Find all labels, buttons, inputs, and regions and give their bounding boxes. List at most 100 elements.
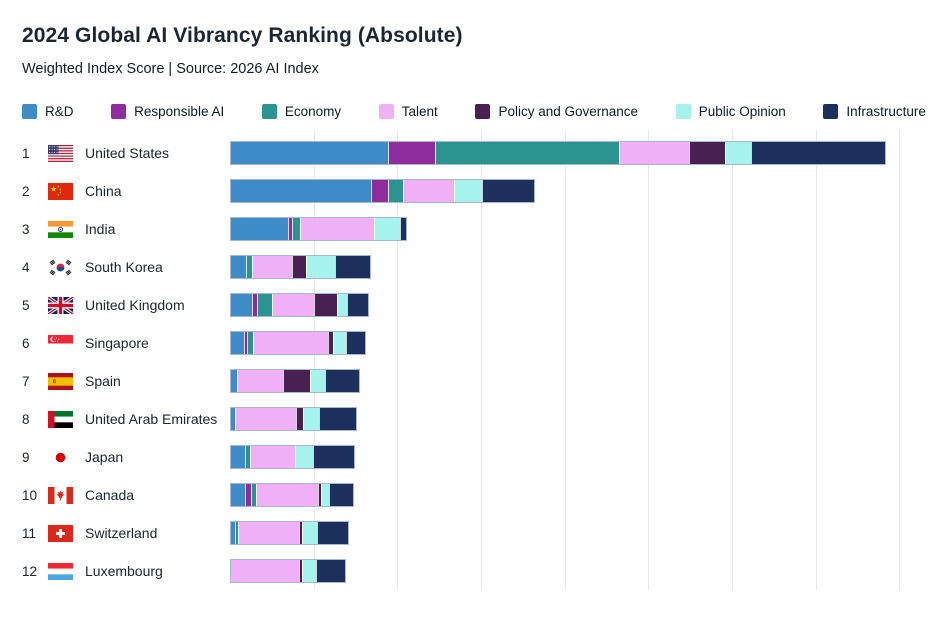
bar-segment-infra[interactable] — [312, 446, 355, 468]
bar-segment-rd[interactable] — [231, 218, 289, 240]
bar-segment-infra[interactable] — [750, 142, 885, 164]
bar-segment-rd[interactable] — [231, 446, 246, 468]
bar-segment-econ[interactable] — [250, 484, 256, 506]
bar-segment-pubop[interactable] — [373, 218, 401, 240]
bar-segment-talent[interactable] — [618, 142, 690, 164]
bar-segment-rd[interactable] — [231, 256, 247, 278]
bar-segment-pubop[interactable] — [301, 560, 317, 582]
bar-segment-policy[interactable] — [327, 332, 333, 354]
bar-segment-rd[interactable] — [231, 484, 246, 506]
legend-label: Policy and Governance — [498, 104, 639, 119]
bar-segment-talent[interactable] — [250, 446, 296, 468]
sg-flag-icon — [48, 334, 73, 352]
bar-segment-rd[interactable] — [231, 522, 235, 544]
bar-segment-rd[interactable] — [231, 408, 235, 430]
legend-item-econ[interactable]: Economy — [261, 104, 341, 119]
bar-segment-econ[interactable] — [292, 218, 300, 240]
bar-segment-econ[interactable] — [246, 256, 252, 278]
bar-segment-pubop[interactable] — [453, 180, 482, 202]
legend-swatch-icon — [378, 104, 394, 119]
legend-item-pubop[interactable]: Public Opinion — [675, 104, 786, 119]
chart-row: 3 India — [22, 210, 926, 248]
bar-segment-rd[interactable] — [231, 294, 252, 316]
stacked-bar — [230, 255, 372, 279]
legend-swatch-icon — [22, 104, 37, 119]
chart-title: 2024 Global AI Vibrancy Ranking (Absolut… — [22, 24, 463, 47]
chart-area: 1 United States 2 ★ ★ ★ ★ ★ China 3 India 4 South Ko… — [22, 130, 926, 590]
bar-segment-policy[interactable] — [291, 256, 307, 278]
bar-segment-pubop[interactable] — [306, 256, 336, 278]
bar-segment-infra[interactable] — [481, 180, 535, 202]
bar-segment-policy[interactable] — [317, 484, 322, 506]
bar-segment-rd[interactable] — [231, 142, 388, 164]
bar-track — [230, 293, 946, 317]
bar-segment-infra[interactable] — [316, 522, 348, 544]
bar-segment-econ[interactable] — [435, 142, 619, 164]
legend-item-infra[interactable]: Infrastructure — [823, 104, 926, 119]
bar-segment-infra[interactable] — [400, 218, 407, 240]
bar-track — [230, 445, 946, 469]
bar-segment-talent[interactable] — [237, 522, 300, 544]
bar-segment-pubop[interactable] — [295, 446, 313, 468]
bar-segment-talent[interactable] — [251, 256, 292, 278]
bar-segment-policy[interactable] — [283, 370, 311, 392]
bar-segment-rd[interactable] — [231, 332, 245, 354]
bar-track — [230, 331, 946, 355]
legend-swatch-icon — [261, 104, 277, 119]
bar-segment-pubop[interactable] — [303, 408, 320, 430]
bar-segment-econ[interactable] — [234, 522, 238, 544]
legend-item-rai[interactable]: Responsible AI — [111, 104, 224, 119]
bar-segment-policy[interactable] — [295, 408, 304, 430]
bar-segment-econ[interactable] — [257, 294, 272, 316]
bar-segment-policy[interactable] — [299, 522, 302, 544]
bar-segment-talent[interactable] — [252, 332, 328, 354]
bar-segment-infra[interactable] — [335, 256, 371, 278]
bar-segment-infra[interactable] — [346, 332, 366, 354]
legend: R&D Responsible AI Economy Talent Policy and… — [22, 104, 926, 119]
bar-segment-pubop[interactable] — [337, 294, 348, 316]
bar-segment-talent[interactable] — [299, 218, 374, 240]
kr-flag-icon — [48, 258, 73, 276]
bar-segment-econ[interactable] — [246, 332, 253, 354]
bar-segment-econ[interactable] — [245, 446, 251, 468]
bar-segment-rai[interactable] — [387, 142, 436, 164]
legend-item-talent[interactable]: Talent — [378, 104, 438, 119]
bar-segment-rai[interactable] — [244, 332, 247, 354]
bar-segment-rai[interactable] — [288, 218, 293, 240]
bar-segment-rai[interactable] — [370, 180, 389, 202]
bar-segment-rai[interactable] — [251, 294, 258, 316]
legend-item-policy[interactable]: Policy and Governance — [475, 104, 638, 119]
bar-segment-policy[interactable] — [314, 294, 338, 316]
rank-label: 7 — [22, 373, 30, 389]
bar-track — [230, 559, 946, 583]
bar-segment-econ[interactable] — [388, 180, 403, 202]
bar-segment-infra[interactable] — [324, 370, 359, 392]
bar-segment-rai[interactable] — [245, 484, 251, 506]
bar-segment-infra[interactable] — [329, 484, 353, 506]
bar-segment-policy[interactable] — [689, 142, 725, 164]
bar-segment-talent[interactable] — [236, 370, 284, 392]
rank-label: 1 — [22, 145, 30, 161]
bar-segment-pubop[interactable] — [724, 142, 751, 164]
bar-segment-pubop[interactable] — [332, 332, 347, 354]
stacked-bar — [230, 331, 367, 355]
bar-segment-talent[interactable] — [271, 294, 315, 316]
bar-segment-pubop[interactable] — [301, 522, 317, 544]
bar-segment-talent[interactable] — [255, 484, 318, 506]
bar-segment-talent[interactable] — [234, 408, 296, 430]
country-label: Canada — [85, 487, 135, 503]
bar-segment-rd[interactable] — [231, 370, 237, 392]
bar-segment-talent[interactable] — [231, 560, 300, 582]
bar-segment-infra[interactable] — [347, 294, 368, 316]
bar-segment-pubop[interactable] — [321, 484, 330, 506]
bar-segment-infra[interactable] — [316, 560, 346, 582]
bar-segment-pubop[interactable] — [310, 370, 325, 392]
legend-item-rd[interactable]: R&D — [22, 104, 74, 119]
bar-segment-rd[interactable] — [231, 180, 371, 202]
rank-label: 5 — [22, 297, 30, 313]
in-flag-icon — [48, 220, 73, 238]
bar-segment-policy[interactable] — [299, 560, 302, 582]
bar-segment-talent[interactable] — [402, 180, 454, 202]
bar-segment-infra[interactable] — [319, 408, 357, 430]
stacked-bar — [230, 559, 347, 583]
